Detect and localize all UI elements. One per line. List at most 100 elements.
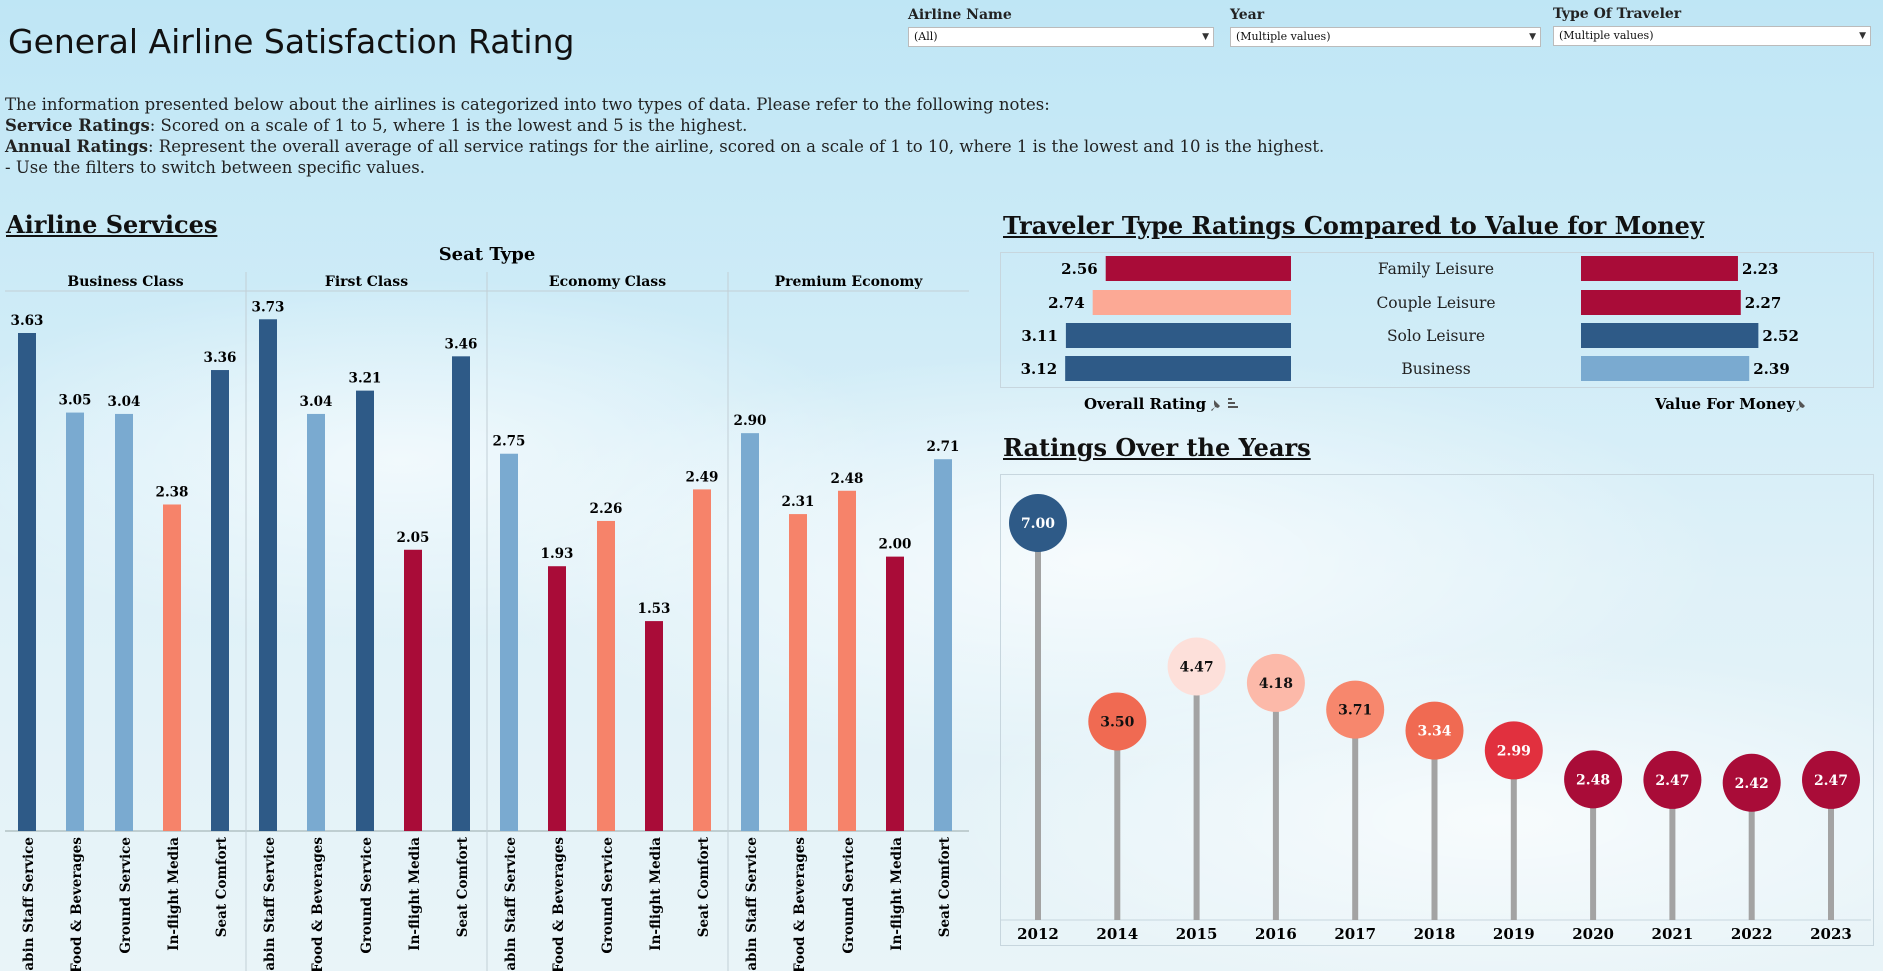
airline-name-value: (All) xyxy=(914,30,938,43)
bar-value-label: 3.73 xyxy=(252,299,285,315)
stem-2020 xyxy=(1590,779,1597,920)
year-tick-label: 2019 xyxy=(1493,925,1535,943)
chevron-down-icon: ▼ xyxy=(1859,31,1866,41)
stem-2012 xyxy=(1035,523,1041,920)
bar-economy-class-ground-service xyxy=(597,520,615,831)
overall-bar-business xyxy=(1065,356,1291,381)
bar-first-class-seat-comfort xyxy=(452,356,470,831)
seat-type-header: Seat Type xyxy=(439,244,536,265)
notes-service-label: Service Ratings xyxy=(5,116,150,135)
dot-2021 xyxy=(1643,750,1702,809)
bar-value-label: 3.46 xyxy=(445,336,478,352)
bar-premium-economy-cabin-staff-service xyxy=(741,433,759,831)
year-select[interactable]: (Multiple values) ▼ xyxy=(1230,27,1541,47)
dot-value-label: 2.99 xyxy=(1497,743,1531,759)
bar-category-label: Seat Comfort xyxy=(214,836,230,937)
overall-value-label: 3.11 xyxy=(1021,327,1058,345)
bar-category-label: Ground Service xyxy=(600,837,616,954)
dot-2020 xyxy=(1564,750,1623,809)
bar-premium-economy-in-flight-media xyxy=(886,556,904,831)
stem-2018 xyxy=(1431,730,1438,920)
group-label-business-class: Business Class xyxy=(67,274,183,290)
bar-first-class-in-flight-media xyxy=(404,549,422,831)
year-tick-label: 2022 xyxy=(1731,925,1773,943)
notes: The information presented below about th… xyxy=(5,94,1324,178)
overall-bar-couple-leisure xyxy=(1092,290,1291,315)
traveler-type-chart: 2.56 Family Leisure 2.23 2.74 Couple Leisure… xyxy=(1021,256,1805,413)
ratings-over-years-chart: 7.00 2012 3.50 2014 4.47 2015 4.18 2016 3.71 2017… xyxy=(1001,494,1871,943)
page-title: General Airline Satisfaction Rating xyxy=(8,22,575,61)
filter-year-label: Year xyxy=(1230,7,1265,23)
bar-category-label: Ground Service xyxy=(359,837,375,954)
notes-service: Service Ratings: Scored on a scale of 1 … xyxy=(5,115,1324,136)
traveler-type-select[interactable]: (Multiple values) ▼ xyxy=(1553,26,1871,46)
traveler-category-label: Business xyxy=(1401,360,1470,378)
bar-category-label: Cabin Staff Service xyxy=(262,837,278,971)
overall-axis-label: Overall Rating xyxy=(1084,395,1207,413)
traveler-category-label: Solo Leisure xyxy=(1387,327,1485,345)
notes-service-text: : Scored on a scale of 1 to 5, where 1 i… xyxy=(149,116,748,135)
bar-first-class-food-beverages xyxy=(307,413,325,831)
bar-value-label: 3.05 xyxy=(59,393,92,409)
traveler-category-label: Couple Leisure xyxy=(1376,294,1495,312)
year-tick-label: 2020 xyxy=(1572,925,1614,943)
bar-economy-class-in-flight-media xyxy=(645,621,663,831)
bar-business-class-ground-service xyxy=(115,413,133,831)
stem-2017 xyxy=(1352,709,1359,920)
bar-category-label: Cabin Staff Service xyxy=(503,837,519,971)
dot-value-label: 2.47 xyxy=(1814,773,1848,789)
traveler-type-title: Traveler Type Ratings Compared to Value … xyxy=(1003,211,1704,240)
dot-2018 xyxy=(1405,701,1464,760)
stem-2019 xyxy=(1510,750,1517,920)
dot-2016 xyxy=(1246,653,1305,712)
vfm-value-label: 2.39 xyxy=(1753,360,1790,378)
dot-value-label: 2.47 xyxy=(1655,773,1689,789)
overall-bar-family-leisure xyxy=(1105,256,1291,281)
notes-intro: The information presented below about th… xyxy=(5,95,1050,114)
stem-2022 xyxy=(1748,782,1755,920)
year-tick-label: 2016 xyxy=(1255,925,1297,943)
dot-2017 xyxy=(1326,680,1385,739)
group-label-economy-class: Economy Class xyxy=(549,274,666,290)
bar-value-label: 2.49 xyxy=(686,469,719,485)
bar-economy-class-cabin-staff-service xyxy=(500,453,518,831)
bar-value-label: 2.48 xyxy=(831,471,864,487)
overall-value-label: 3.12 xyxy=(1021,360,1058,378)
sort-icon[interactable] xyxy=(1228,398,1238,408)
vfm-axis-label: Value For Money xyxy=(1654,395,1796,413)
pin-icon[interactable] xyxy=(1211,400,1220,411)
stem-2016 xyxy=(1272,682,1279,920)
filter-traveler-type-label: Type Of Traveler xyxy=(1553,6,1682,22)
airline-services-title: Airline Services xyxy=(6,210,218,239)
bar-premium-economy-food-beverages xyxy=(789,514,807,831)
dot-value-label: 4.47 xyxy=(1180,659,1214,675)
vfm-bar-family-leisure xyxy=(1581,256,1738,281)
vfm-value-label: 2.23 xyxy=(1742,260,1779,278)
bar-category-label: Seat Comfort xyxy=(455,836,471,937)
bar-value-label: 3.36 xyxy=(204,350,237,366)
bar-category-label: Seat Comfort xyxy=(937,836,953,937)
dot-2019 xyxy=(1484,721,1543,780)
vfm-value-label: 2.52 xyxy=(1762,327,1799,345)
year-tick-label: 2021 xyxy=(1652,925,1694,943)
bar-business-class-seat-comfort xyxy=(211,370,229,831)
filter-year: Year (Multiple values) ▼ xyxy=(1230,7,1541,47)
notes-annual-label: Annual Ratings xyxy=(5,137,148,156)
dot-value-label: 3.71 xyxy=(1338,703,1372,719)
airline-name-select[interactable]: (All) ▼ xyxy=(908,27,1214,47)
pin-icon[interactable] xyxy=(1796,400,1805,411)
bar-category-label: In-flight Media xyxy=(648,837,664,951)
year-tick-label: 2012 xyxy=(1017,925,1059,943)
vfm-bar-solo-leisure xyxy=(1581,323,1759,348)
bar-value-label: 3.21 xyxy=(349,371,382,387)
chevron-down-icon: ▼ xyxy=(1202,32,1209,42)
bar-category-label: Food & Beverages xyxy=(551,837,567,971)
bar-value-label: 1.53 xyxy=(638,601,671,617)
bar-category-label: In-flight Media xyxy=(889,837,905,951)
bar-value-label: 3.63 xyxy=(11,313,44,329)
filter-traveler-type: Type Of Traveler (Multiple values) ▼ xyxy=(1553,6,1871,46)
bar-value-label: 2.71 xyxy=(927,439,960,455)
dot-value-label: 4.18 xyxy=(1259,676,1293,692)
chevron-down-icon: ▼ xyxy=(1529,32,1536,42)
bar-category-label: Food & Beverages xyxy=(310,837,326,971)
